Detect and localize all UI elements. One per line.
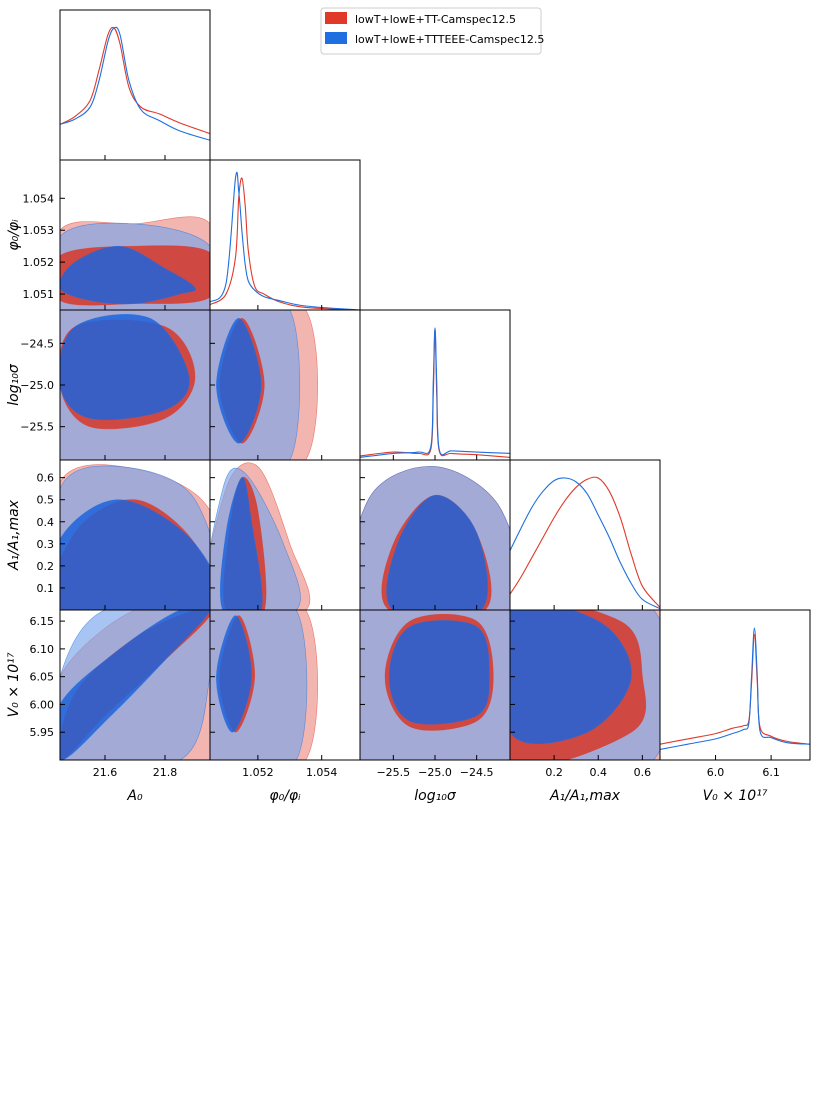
contour-ttteee-68 [510, 610, 632, 744]
marginal-line-tt [660, 634, 810, 745]
contour-ttteee-68 [386, 494, 488, 610]
marginal-V0 [660, 627, 810, 750]
x-axis-label-logsigma: log₁₀σ [414, 788, 457, 804]
panel-A1-V0 [510, 610, 660, 760]
y-tick-label: 0.5 [37, 494, 55, 507]
contour-ttteee-68 [60, 245, 196, 305]
panel-frame [209, 159, 361, 311]
y-tick-label: −25.5 [20, 421, 54, 434]
marginal-A0 [60, 26, 210, 141]
x-tick-label: 0.4 [589, 766, 607, 779]
x-tick-label: 1.052 [242, 766, 274, 779]
legend-box [320, 7, 542, 55]
y-tick-label: 0.4 [37, 516, 55, 529]
legend-swatch [325, 32, 347, 44]
marginal-line-tt [210, 177, 360, 310]
y-tick-label: 1.051 [23, 288, 55, 301]
marginal-line-ttteee [660, 627, 810, 750]
marginal-logsigma [360, 327, 510, 458]
y-tick-label: 0.2 [37, 560, 55, 573]
x-tick-label: −24.5 [460, 766, 494, 779]
contour-ttteee-68 [216, 317, 262, 444]
y-axis-label-A1: A₁/A₁,max [6, 499, 22, 571]
y-tick-label: 6.05 [30, 671, 55, 684]
y-tick-label: 6.00 [30, 698, 55, 711]
y-tick-label: −25.0 [20, 379, 54, 392]
marginal-line-ttteee [510, 477, 660, 610]
panel-phi-A1 [210, 462, 311, 610]
y-axis-label-phi: φ₀/φᵢ [6, 219, 22, 251]
contour-ttteee-68 [216, 615, 252, 733]
y-tick-label: 6.15 [30, 615, 55, 628]
marginal-line-ttteee [210, 171, 360, 310]
marginal-line-tt [60, 26, 210, 135]
panel-frame [59, 9, 211, 161]
y-tick-label: 5.95 [30, 726, 55, 739]
legend-label: lowT+lowE+TTTEEE-Camspec12.5 [355, 33, 544, 46]
panel-A0-A1 [60, 464, 210, 610]
contour-ttteee-68 [60, 499, 210, 610]
y-tick-label: 0.1 [37, 582, 55, 595]
x-tick-label: 21.8 [153, 766, 178, 779]
y-axis-label-V0: V₀ × 10¹⁷ [6, 652, 22, 717]
y-tick-label: 1.052 [23, 256, 55, 269]
panel-phi-logsigma [210, 310, 318, 460]
y-axis-label-logsigma: log₁₀σ [6, 363, 22, 406]
legend-label: lowT+lowE+TT-Camspec12.5 [355, 13, 516, 26]
y-tick-label: 0.6 [37, 472, 55, 485]
marginal-line-tt [360, 327, 510, 458]
contour-ttteee-68 [60, 610, 210, 760]
panel-frame [509, 459, 661, 611]
contour-ttteee-68 [388, 620, 490, 725]
marginal-line-ttteee [360, 327, 510, 458]
x-axis-label-V0: V₀ × 10¹⁷ [703, 788, 768, 804]
panel-logsigma-A1 [360, 466, 510, 610]
y-tick-label: 0.3 [37, 538, 55, 551]
x-tick-label: 1.054 [306, 766, 338, 779]
x-tick-label: 21.6 [93, 766, 118, 779]
contour-ttteee-68 [60, 314, 190, 421]
x-tick-label: 6.0 [707, 766, 725, 779]
x-tick-label: −25.5 [376, 766, 410, 779]
contour-ttteee-68 [219, 477, 263, 610]
panel-phi-V0 [210, 610, 318, 760]
x-axis-label-phi: φ₀/φᵢ [269, 788, 301, 804]
panel-frame [659, 609, 811, 761]
y-tick-label: 6.10 [30, 643, 55, 656]
panel-A0-V0 [60, 610, 210, 760]
x-tick-label: 6.1 [762, 766, 780, 779]
x-tick-label: 0.2 [545, 766, 563, 779]
panel-A0-phi [60, 216, 210, 310]
x-tick-label: −25.0 [418, 766, 452, 779]
legend: lowT+lowE+TT-Camspec12.5 lowT+lowE+TTTEEE… [320, 7, 544, 55]
marginal-phi [210, 171, 360, 310]
marginal-A1 [510, 476, 660, 610]
y-tick-label: 1.054 [23, 192, 55, 205]
x-tick-label: 0.6 [634, 766, 652, 779]
panel-logsigma-V0 [360, 610, 510, 760]
legend-swatch [325, 12, 347, 24]
marginal-line-ttteee [60, 26, 210, 141]
x-axis-label-A1: A₁/A₁,max [549, 788, 621, 804]
x-axis-label-A0: A₀ [126, 788, 143, 804]
marginal-line-tt [510, 476, 660, 608]
y-tick-label: −24.5 [20, 337, 54, 350]
y-tick-label: 1.053 [23, 224, 55, 237]
panel-A0-logsigma [60, 310, 210, 460]
